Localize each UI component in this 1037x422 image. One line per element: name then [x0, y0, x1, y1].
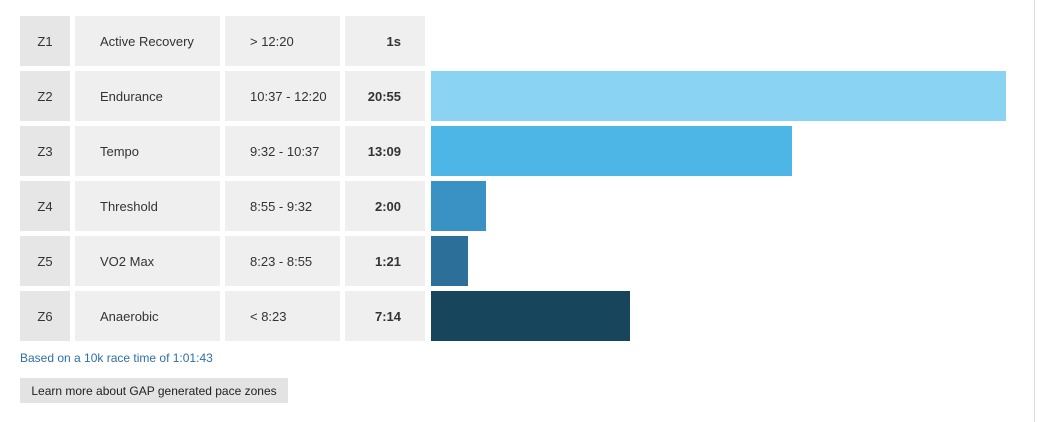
zone-time-bar: [431, 291, 630, 341]
zone-time-bar: [431, 181, 486, 231]
learn-more-button[interactable]: Learn more about GAP generated pace zone…: [20, 378, 288, 403]
zone-time: 1s: [345, 16, 425, 66]
zone-label: Z6: [20, 291, 70, 341]
zone-name: Threshold: [75, 181, 220, 231]
zone-pace-range: < 8:23: [225, 291, 340, 341]
zone-pace-range: 10:37 - 12:20: [225, 71, 340, 121]
zone-name: Tempo: [75, 126, 220, 176]
zone-pace-range: 8:23 - 8:55: [225, 236, 340, 286]
zone-name: Active Recovery: [75, 16, 220, 66]
race-time-footnote: Based on a 10k race time of 1:01:43: [20, 351, 213, 365]
zone-time: 7:14: [345, 291, 425, 341]
zone-time-bar: [431, 71, 1006, 121]
zone-time: 13:09: [345, 126, 425, 176]
zone-time: 2:00: [345, 181, 425, 231]
zone-label: Z4: [20, 181, 70, 231]
zone-time: 20:55: [345, 71, 425, 121]
panel-border: [1034, 0, 1035, 422]
zone-name: Endurance: [75, 71, 220, 121]
zone-label: Z3: [20, 126, 70, 176]
zone-label: Z1: [20, 16, 70, 66]
zone-name: Anaerobic: [75, 291, 220, 341]
zone-pace-range: > 12:20: [225, 16, 340, 66]
zone-label: Z5: [20, 236, 70, 286]
zone-pace-range: 9:32 - 10:37: [225, 126, 340, 176]
zone-time: 1:21: [345, 236, 425, 286]
zone-name: VO2 Max: [75, 236, 220, 286]
zone-pace-range: 8:55 - 9:32: [225, 181, 340, 231]
zone-time-bar: [431, 236, 468, 286]
zone-label: Z2: [20, 71, 70, 121]
zone-time-bar: [431, 126, 792, 176]
